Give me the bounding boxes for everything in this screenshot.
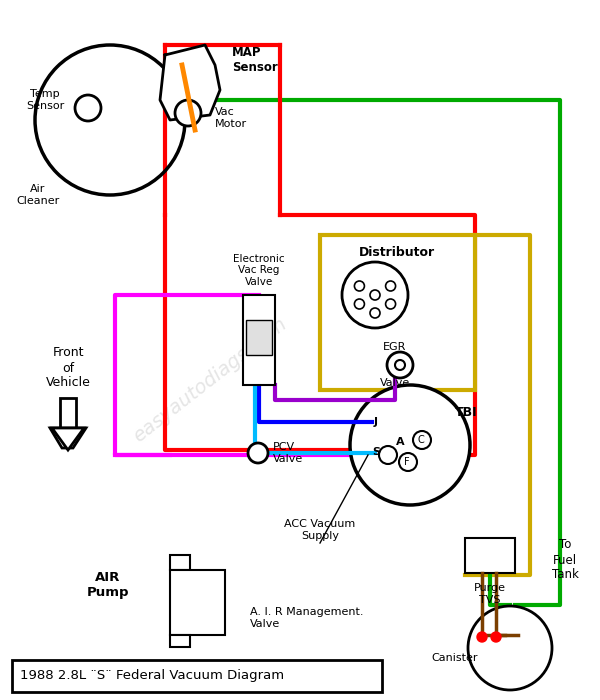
Polygon shape bbox=[52, 428, 84, 450]
Circle shape bbox=[355, 299, 364, 309]
Text: Temp
Sensor: Temp Sensor bbox=[26, 89, 64, 111]
Text: F: F bbox=[404, 457, 410, 467]
Text: Valve: Valve bbox=[380, 378, 410, 388]
Text: 1988 2.8L ¨S¨ Federal Vacuum Diagram: 1988 2.8L ¨S¨ Federal Vacuum Diagram bbox=[20, 669, 284, 682]
Circle shape bbox=[370, 308, 380, 318]
Circle shape bbox=[342, 262, 408, 328]
Text: A: A bbox=[395, 437, 404, 447]
Circle shape bbox=[379, 446, 397, 464]
FancyBboxPatch shape bbox=[243, 295, 275, 385]
Text: easyautodiags.com: easyautodiags.com bbox=[130, 314, 290, 446]
Circle shape bbox=[477, 632, 487, 642]
Circle shape bbox=[386, 281, 395, 291]
Text: Purge
TVS: Purge TVS bbox=[474, 583, 506, 605]
Text: S: S bbox=[372, 447, 380, 457]
Text: Air
Cleaner: Air Cleaner bbox=[16, 184, 59, 206]
Text: A. I. R Management.
Valve: A. I. R Management. Valve bbox=[250, 607, 364, 629]
Text: AIR
Pump: AIR Pump bbox=[87, 571, 129, 599]
Circle shape bbox=[248, 443, 268, 463]
Text: Vac
Motor: Vac Motor bbox=[215, 107, 247, 129]
FancyBboxPatch shape bbox=[320, 235, 475, 390]
FancyBboxPatch shape bbox=[465, 538, 515, 573]
Text: MAP
Sensor: MAP Sensor bbox=[232, 46, 278, 74]
Circle shape bbox=[468, 606, 552, 690]
FancyBboxPatch shape bbox=[60, 398, 76, 428]
Circle shape bbox=[350, 385, 470, 505]
Text: Canister: Canister bbox=[432, 653, 478, 663]
Text: J: J bbox=[374, 417, 378, 427]
Circle shape bbox=[387, 352, 413, 378]
Circle shape bbox=[395, 360, 405, 370]
Text: Front
of
Vehicle: Front of Vehicle bbox=[46, 346, 91, 389]
Text: C: C bbox=[418, 435, 424, 445]
Circle shape bbox=[75, 95, 101, 121]
Text: Distributor: Distributor bbox=[359, 246, 435, 260]
Text: TBI: TBI bbox=[455, 405, 478, 419]
FancyBboxPatch shape bbox=[246, 320, 272, 355]
Circle shape bbox=[175, 100, 201, 126]
FancyBboxPatch shape bbox=[12, 660, 382, 692]
Circle shape bbox=[413, 431, 431, 449]
Circle shape bbox=[386, 299, 395, 309]
FancyBboxPatch shape bbox=[170, 570, 225, 635]
Polygon shape bbox=[50, 428, 86, 448]
FancyBboxPatch shape bbox=[170, 555, 190, 570]
Circle shape bbox=[370, 290, 380, 300]
Text: EGR: EGR bbox=[383, 342, 407, 352]
Text: ACC Vacuum
Supply: ACC Vacuum Supply bbox=[284, 519, 356, 541]
Polygon shape bbox=[160, 45, 220, 120]
Circle shape bbox=[355, 281, 364, 291]
FancyBboxPatch shape bbox=[170, 635, 190, 647]
Circle shape bbox=[491, 632, 501, 642]
Text: Electronic
Vac Reg
Valve: Electronic Vac Reg Valve bbox=[233, 254, 285, 287]
Text: To
Fuel
Tank: To Fuel Tank bbox=[551, 538, 578, 582]
Text: PCV
Valve: PCV Valve bbox=[273, 442, 303, 464]
Circle shape bbox=[399, 453, 417, 471]
